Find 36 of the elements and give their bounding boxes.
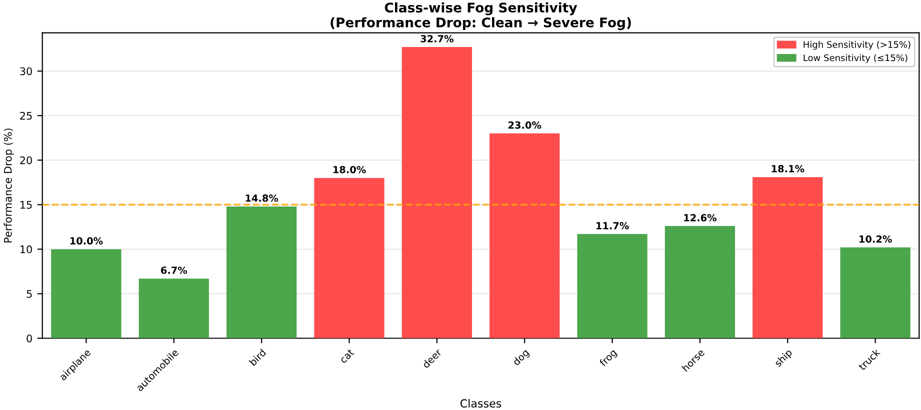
- x-tick-label: cat: [339, 348, 354, 364]
- y-tick-label: 0: [26, 334, 32, 342]
- x-axis-title: Classes: [460, 398, 502, 408]
- data-label: 23.0%: [508, 121, 542, 129]
- data-label: 10.0%: [70, 237, 103, 245]
- bar: [314, 178, 384, 338]
- bar: [138, 278, 209, 338]
- legend-label: High Sensitivity (>15%): [804, 40, 910, 50]
- y-axis-title: Performance Drop (%): [4, 128, 14, 242]
- data-label: 6.7%: [161, 266, 188, 274]
- x-tick-label: frog: [598, 348, 618, 368]
- chart-title: Class-wise Fog Sensitivity (Performance Drop: Clean → Severe Fog): [330, 2, 631, 30]
- bar: [752, 177, 823, 338]
- x-tick-label: ship: [774, 348, 794, 368]
- bar: [840, 247, 910, 338]
- bar: [577, 234, 648, 338]
- legend-label: Low Sensitivity (≤15%): [804, 54, 908, 63]
- bar: [402, 47, 472, 338]
- data-label: 32.7%: [420, 35, 454, 42]
- y-tick-label: 10: [20, 245, 32, 254]
- data-label: 12.6%: [684, 214, 717, 222]
- data-label: 11.7%: [596, 222, 629, 230]
- x-tick-label: dog: [512, 348, 531, 368]
- data-label: 14.8%: [246, 194, 278, 202]
- data-label: 10.2%: [860, 235, 892, 243]
- y-tick-label: 30: [20, 67, 32, 76]
- bar: [226, 206, 297, 338]
- y-tick-label: 5: [26, 290, 32, 298]
- bar: [490, 133, 560, 338]
- y-tick-label: 15: [20, 201, 32, 209]
- y-tick-label: 25: [20, 112, 32, 120]
- data-label: 18.1%: [772, 165, 804, 172]
- y-tick-label: 20: [20, 156, 32, 164]
- bar: [664, 226, 736, 338]
- data-label: 18.0%: [333, 166, 366, 174]
- bar: [51, 249, 122, 338]
